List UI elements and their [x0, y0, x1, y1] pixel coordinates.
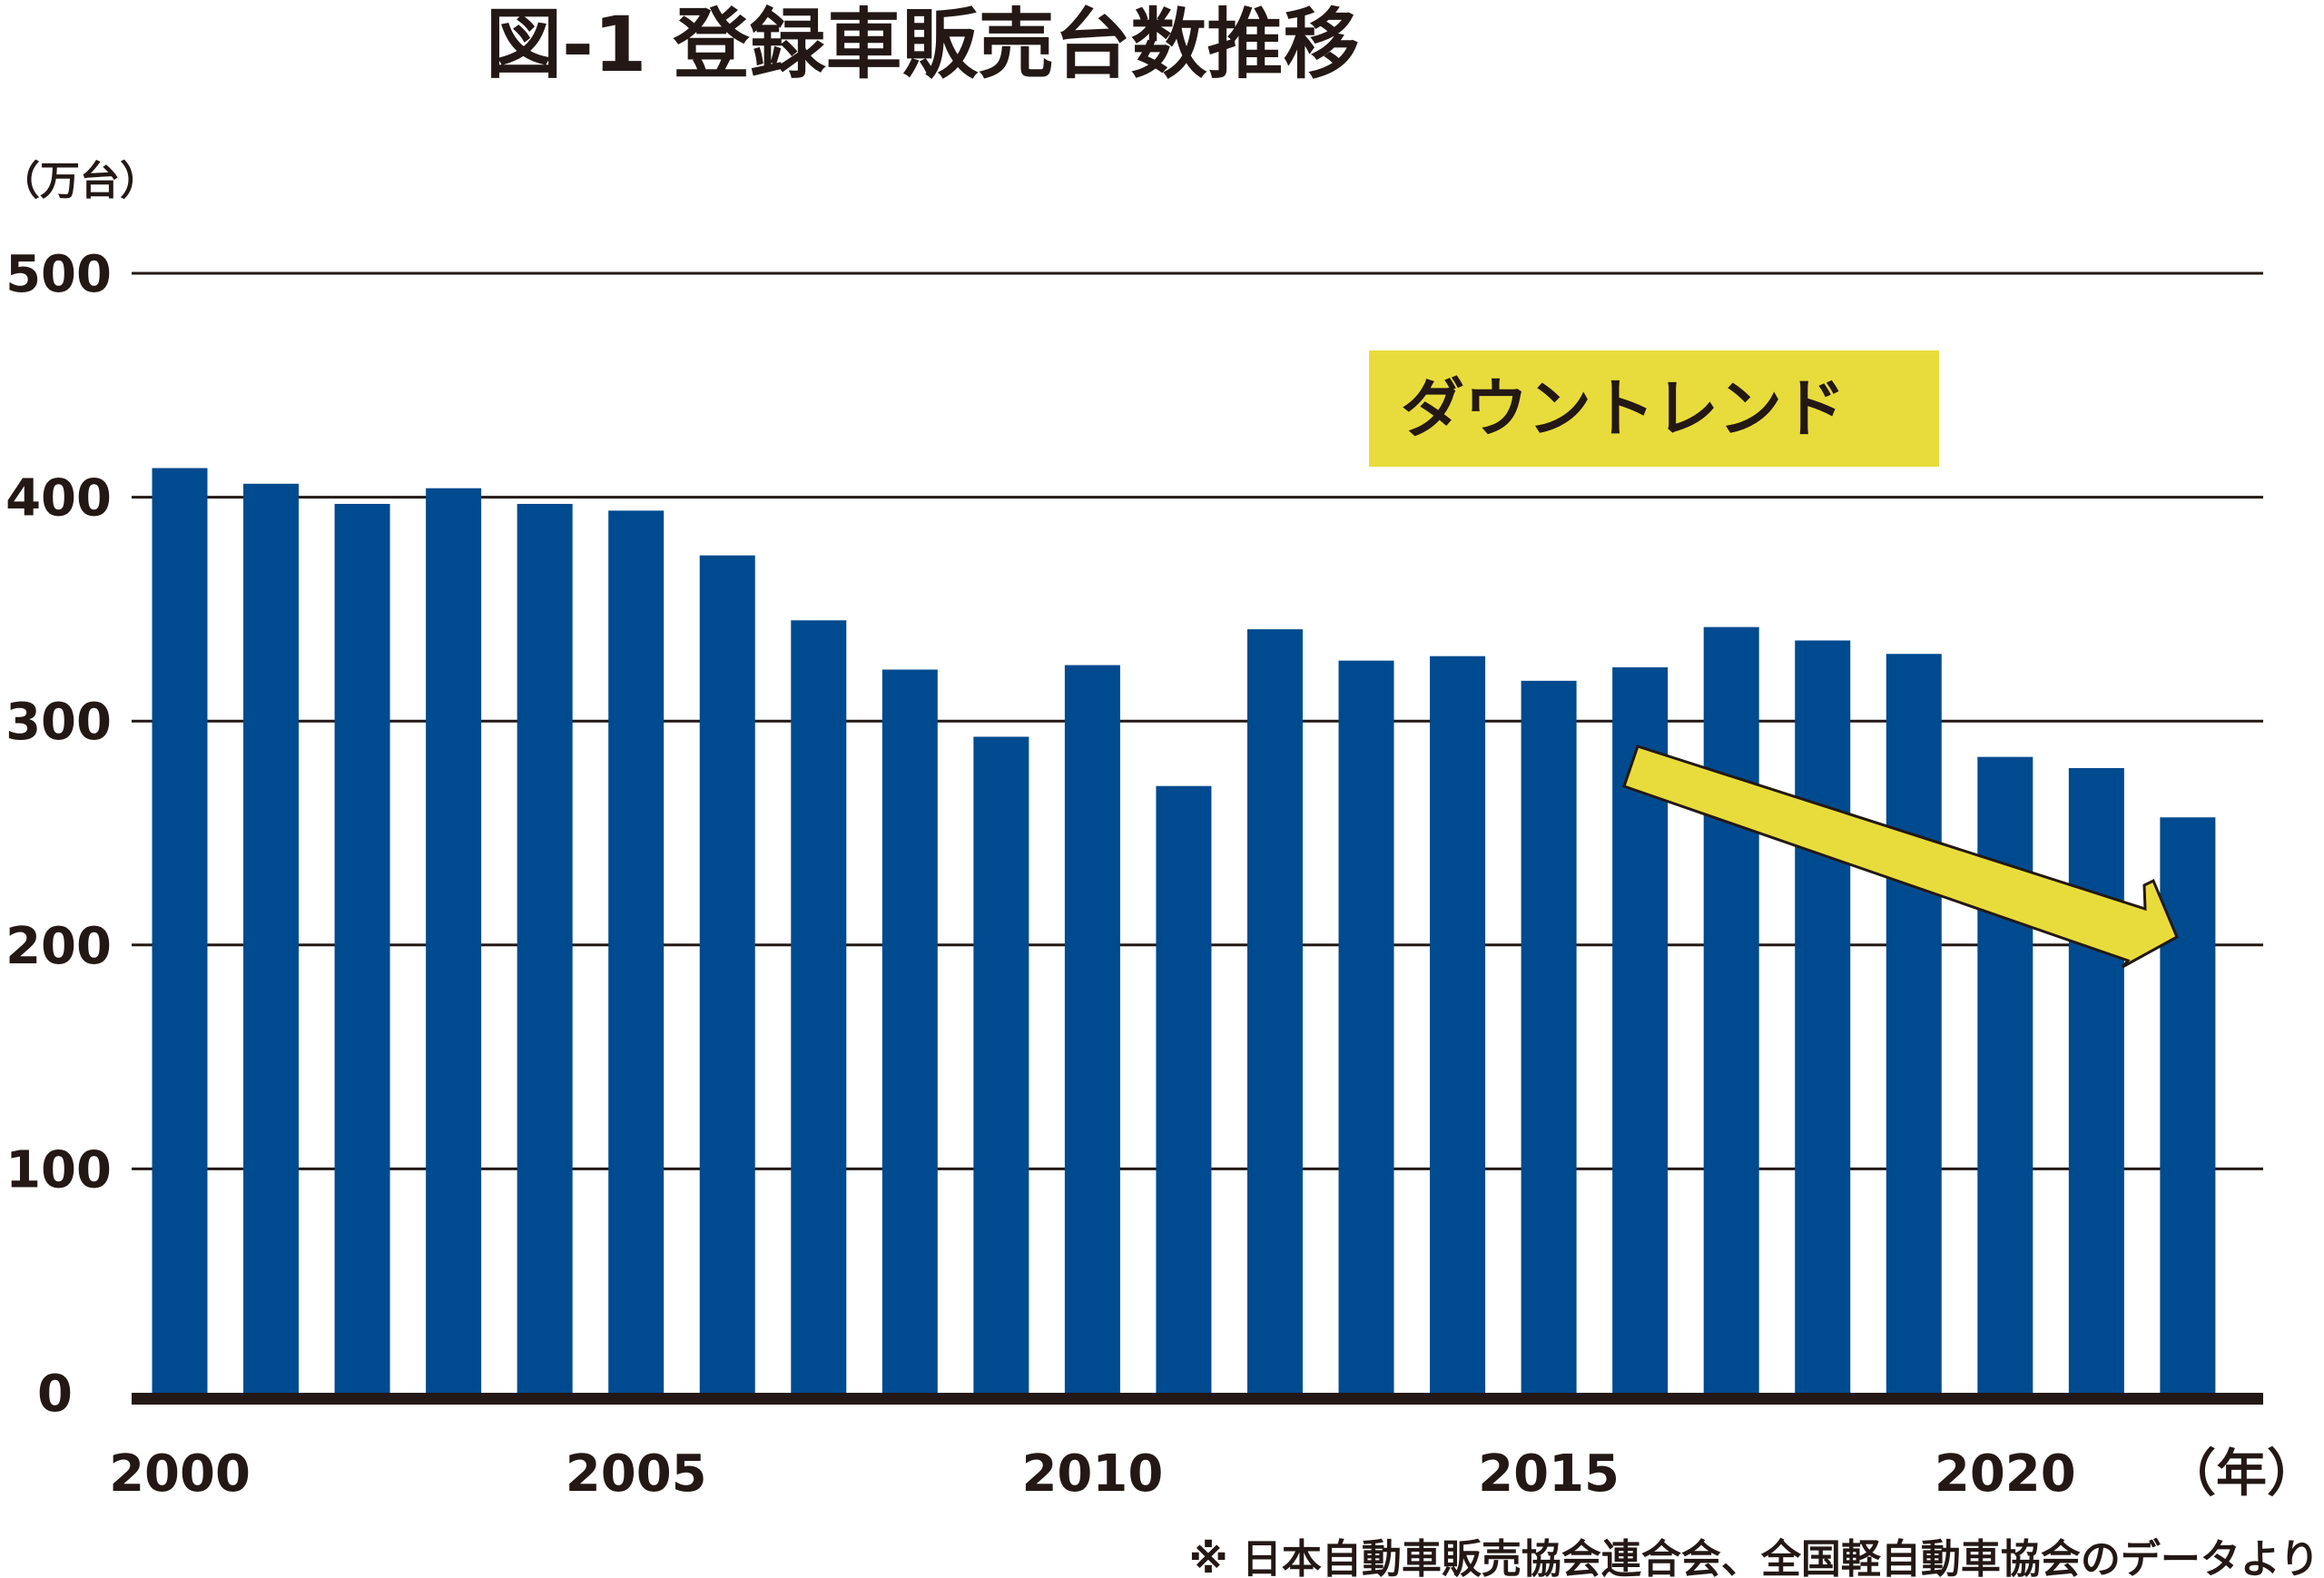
x-tick-label: 2015	[1478, 1445, 1620, 1504]
bar-2007	[791, 620, 847, 1393]
callout-box	[1369, 350, 1939, 467]
bars	[152, 468, 2216, 1393]
source-note: ※ 日本自動車販売協会連合会、全国軽自動車協会のデータより	[1189, 1536, 2319, 1578]
bar-2010	[1064, 665, 1120, 1393]
bar-2009	[973, 736, 1029, 1393]
bar-2018	[1795, 640, 1851, 1393]
y-axis-unit-label: （万台）	[0, 158, 160, 204]
x-tick-label: 2005	[566, 1445, 707, 1504]
y-tick-label: 400	[5, 469, 112, 528]
y-tick-label: 500	[5, 245, 112, 304]
bar-2011	[1156, 785, 1212, 1393]
bar-2000	[152, 468, 208, 1393]
bar-2020	[1977, 756, 2034, 1393]
y-tick-label: 0	[37, 1365, 73, 1424]
bar-2008	[881, 669, 938, 1393]
x-tick-label: 2020	[1935, 1445, 2076, 1504]
bar-2013	[1338, 660, 1394, 1393]
bar-2019	[1886, 654, 1942, 1393]
bar-2005	[608, 510, 665, 1393]
x-axis-ticks: 2000 2005 2010 2015 2020	[109, 1445, 2076, 1504]
x-axis-baseline	[132, 1393, 2263, 1405]
chart-title: 図-1 登録車販売台数推移	[486, 0, 1360, 89]
y-tick-label: 200	[5, 917, 112, 976]
bar-2004	[517, 503, 573, 1393]
y-axis-ticks: 0 100 200 300 400 500	[5, 245, 112, 1424]
bar-2003	[426, 488, 482, 1393]
x-tick-label: 2000	[109, 1445, 251, 1504]
downtrend-arrow-icon	[1622, 745, 2179, 969]
bar-2002	[334, 503, 390, 1393]
bar-2021	[2068, 767, 2124, 1393]
bar-2014	[1430, 656, 1486, 1393]
bar-2001	[243, 483, 300, 1393]
bar-2006	[699, 555, 755, 1393]
x-tick-label: 2010	[1021, 1445, 1163, 1504]
bar-2022	[2160, 817, 2216, 1393]
callout-label: ダウントレンド	[1401, 371, 1846, 446]
bar-2015	[1521, 680, 1577, 1393]
x-axis-unit-label: （年）	[2165, 1445, 2318, 1504]
bar-2012	[1246, 629, 1303, 1393]
y-tick-label: 300	[5, 693, 112, 752]
bar-2017	[1703, 626, 1759, 1393]
downtrend-callout: ダウントレンド	[1369, 350, 1939, 467]
y-tick-label: 100	[5, 1140, 112, 1199]
